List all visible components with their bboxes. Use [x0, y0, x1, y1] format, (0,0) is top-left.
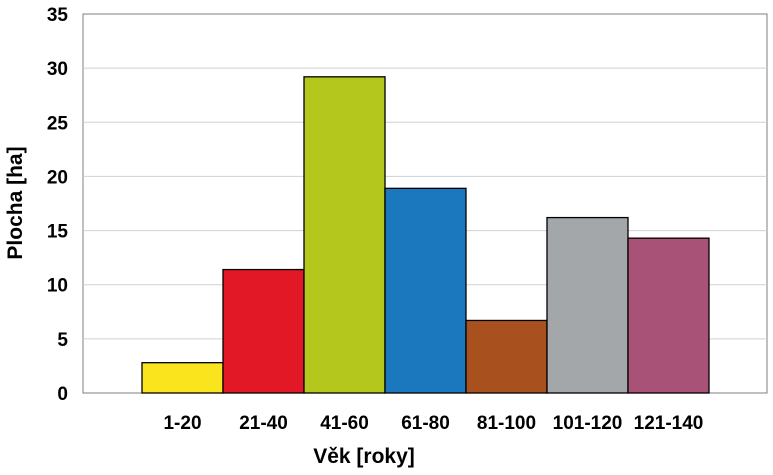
bar-21-40 — [222, 268, 305, 394]
bar-61-80 — [384, 187, 467, 394]
bar-101-120 — [546, 216, 629, 394]
x-tick-labels: 1-20 21-40 41-60 61-80 81-100 101-120 121-140 — [163, 413, 703, 434]
x-tick-label: 41-60 — [320, 413, 369, 434]
bar-81-100 — [465, 319, 548, 394]
x-tick-label: 21-40 — [239, 413, 288, 434]
x-tick-label: 1-20 — [163, 413, 201, 434]
bars — [141, 76, 710, 394]
bar-41-60 — [303, 76, 386, 394]
x-tick-label: 81-100 — [477, 413, 536, 434]
x-tick-label: 101-120 — [553, 413, 623, 434]
y-tick-label: 10 — [47, 276, 68, 297]
x-axis-title: Věk [roky] — [313, 445, 415, 468]
y-axis-title: Plocha [ha] — [4, 146, 27, 259]
y-tick-label: 15 — [47, 222, 69, 243]
y-tick-label: 20 — [47, 167, 68, 188]
y-tick-label: 0 — [57, 384, 68, 405]
y-tick-label: 35 — [47, 5, 69, 26]
bar-1-20 — [141, 362, 224, 394]
y-tick-label: 25 — [47, 113, 69, 134]
y-tick-label: 5 — [57, 330, 68, 351]
y-tick-label: 30 — [47, 59, 68, 80]
y-tick-labels: 0 5 10 15 20 25 30 35 — [47, 5, 69, 405]
x-tick-label: 61-80 — [401, 413, 450, 434]
bar-121-140 — [627, 237, 710, 394]
x-tick-label: 121-140 — [634, 413, 704, 434]
